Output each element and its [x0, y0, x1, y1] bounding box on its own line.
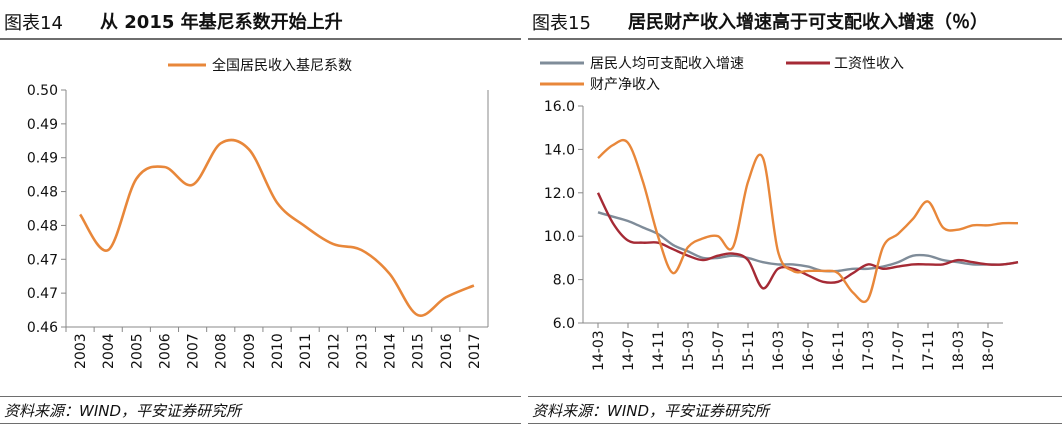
y-tick-label: 0.48 — [27, 185, 58, 201]
x-tick-label: 15-07 — [711, 330, 727, 371]
x-tick-label: 18-07 — [981, 330, 997, 371]
series-line-gini — [79, 138, 475, 317]
series-line-disposable-income — [597, 211, 1019, 273]
right-source: 资料来源：WIND，平安证券研究所 — [532, 402, 770, 420]
y-tick-label: 0.47 — [27, 286, 58, 302]
y-tick-label: 10.0 — [544, 229, 575, 245]
x-tick-label: 14-07 — [621, 330, 637, 371]
x-tick-label: 14-03 — [591, 330, 607, 371]
legend-label-wage-income: 工资性收入 — [834, 56, 904, 72]
x-tick-label: 2005 — [129, 333, 145, 369]
right-source-bar: 资料来源：WIND，平安证券研究所 — [528, 396, 1062, 424]
income-growth-chart: 16.0 14.0 12.0 10.0 8.0 6.0 14-03 14-07 14-11 15-… — [540, 56, 1019, 371]
left-title-bar: 图表14 从 2015 年基尼系数开始上升 — [0, 0, 521, 40]
right-figure-label: 图表15 — [532, 13, 591, 34]
right-chart-title: 居民财产收入增速高于可支配收入增速（％） — [628, 12, 988, 33]
y-tick-label: 0.48 — [27, 218, 58, 234]
x-tick-label: 17-07 — [891, 330, 907, 371]
left-panel: 图表14 从 2015 年基尼系数开始上升 0.50 0.49 0.49 0.48 0.… — [0, 0, 521, 435]
y-tick-label: 12.0 — [544, 186, 575, 202]
y-tick-label: 8.0 — [553, 273, 575, 289]
x-tick-label: 2013 — [354, 333, 370, 369]
x-tick-label: 16-03 — [771, 330, 787, 371]
y-tick-label: 0.47 — [27, 252, 58, 268]
x-tick-label: 16-07 — [801, 330, 817, 371]
left-figure-label: 图表14 — [4, 13, 63, 34]
legend-label-gini: 全国居民收入基尼系数 — [212, 57, 352, 74]
x-tick-label: 2010 — [270, 333, 286, 369]
series-line-property-income — [597, 138, 1019, 304]
left-source-bar: 资料来源：WIND，平安证券研究所 — [0, 396, 521, 424]
x-tick-label: 2011 — [298, 333, 314, 369]
x-tick-label: 2008 — [214, 333, 230, 369]
x-tick-label: 2007 — [186, 333, 202, 369]
right-title-bar: 图表15 居民财产收入增速高于可支配收入增速（％） — [528, 0, 1062, 40]
legend-label-property-income: 财产净收入 — [590, 77, 660, 93]
x-tick-label: 18-03 — [951, 330, 967, 371]
x-tick-label: 2006 — [157, 333, 173, 369]
x-tick-label: 15-03 — [681, 330, 697, 371]
x-tick-label: 2016 — [439, 333, 455, 369]
y-tick-label: 6.0 — [553, 316, 575, 332]
y-tick-label: 0.49 — [27, 151, 58, 167]
x-tick-label: 14-11 — [651, 330, 667, 371]
x-tick-label: 2015 — [411, 333, 427, 369]
legend-label-disposable-income: 居民人均可支配收入增速 — [590, 56, 744, 72]
y-tick-label: 14.0 — [544, 142, 575, 158]
y-tick-label: 0.46 — [27, 320, 58, 336]
series-line-wage-income — [596, 192, 1019, 290]
x-tick-label: 17-11 — [921, 330, 937, 371]
gini-chart: 0.50 0.49 0.49 0.48 0.48 0.47 0.47 0.46 2003 2004… — [27, 57, 489, 369]
y-tick-label: 0.50 — [27, 83, 58, 99]
left-source: 资料来源：WIND，平安证券研究所 — [4, 402, 242, 420]
x-tick-label: 2004 — [101, 333, 117, 369]
x-tick-label: 2009 — [242, 333, 258, 369]
x-tick-label: 2012 — [326, 333, 342, 369]
x-tick-label: 17-03 — [861, 330, 877, 371]
x-tick-label: 2017 — [467, 333, 483, 369]
left-chart-title: 从 2015 年基尼系数开始上升 — [100, 12, 343, 33]
y-tick-label: 16.0 — [544, 99, 575, 115]
x-tick-label: 16-11 — [831, 330, 847, 371]
right-panel: 图表15 居民财产收入增速高于可支配收入增速（％） 16.0 14.0 12.0 10… — [528, 0, 1062, 435]
x-tick-label: 2003 — [73, 333, 89, 369]
x-tick-label: 2014 — [383, 333, 399, 369]
y-tick-label: 0.49 — [27, 117, 58, 133]
x-tick-label: 15-11 — [741, 330, 757, 371]
